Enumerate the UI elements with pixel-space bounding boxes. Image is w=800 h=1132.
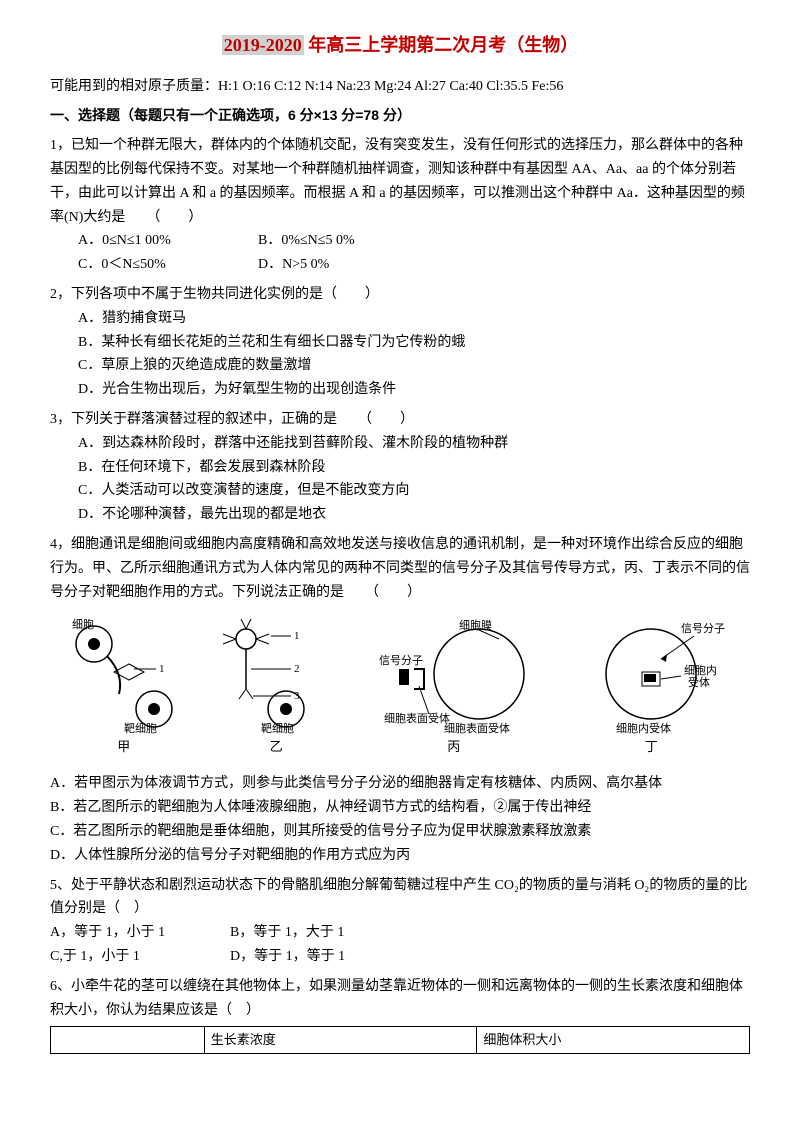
svg-text:1: 1 <box>159 663 165 675</box>
q6-th-3: 细胞体积大小 <box>477 1027 750 1054</box>
q5-option-c: C,于 1，小于 1 <box>50 945 230 969</box>
figure-bing: 信号分子 细胞表面受体 细胞膜 细胞表面受体 丙 <box>369 614 539 758</box>
fig-bing-membrane-label: 细胞膜 <box>459 619 492 632</box>
q4-figure-row: 细胞 靶细胞 1 甲 靶细胞 <box>50 614 750 758</box>
q5-option-a: A，等于 1，小于 1 <box>50 921 230 945</box>
question-4-options: A．若甲图示为体液调节方式，则参与此类信号分子分泌的细胞器肯定有核糖体、内质网、… <box>50 772 750 867</box>
fig-yi-target-label: 靶细胞 <box>261 722 294 734</box>
fig-bing-surface-label-2: 细胞表面受体 <box>444 721 510 734</box>
q3-option-c: C．人类活动可以改变演替的速度，但是不能改变方向 <box>50 479 750 503</box>
q1-stem: 1，已知一个种群无限大，群体内的个体随机交配，没有突变发生，没有任何形式的选择压… <box>50 134 750 229</box>
figure-yi: 靶细胞 1 2 3 乙 <box>211 614 341 758</box>
fig-ding-inner-label-1: 细胞内 <box>684 663 717 677</box>
fig-bing-caption: 丙 <box>369 736 539 758</box>
title-year-highlight: 2019-2020 <box>222 35 304 55</box>
page-title: 2019-2020 年高三上学期第二次月考（生物） <box>50 30 750 61</box>
q3-option-b: B．在任何环境下，都会发展到森林阶段 <box>50 456 750 480</box>
fig-bing-surface-label: 细胞表面受体 <box>384 711 450 725</box>
question-2: 2，下列各项中不属于生物共同进化实例的是（ ） A．猎豹捕食斑马 B．某种长有细… <box>50 283 750 402</box>
q5-stem: 5、处于平静状态和剧烈运动状态下的骨骼肌细胞分解葡萄糖过程中产生 CO₂的物质的… <box>50 874 750 922</box>
q1-option-b: B．0%≤N≤5 0% <box>258 229 438 253</box>
q2-option-c: C．草原上狼的灭绝造成鹿的数量激增 <box>50 354 750 378</box>
question-4: 4，细胞通讯是细胞间或细胞内高度精确和高效地发送与接收信息的通讯机制，是一种对环… <box>50 533 750 604</box>
q3-option-d: D．不论哪种演替，最先出现的都是地衣 <box>50 503 750 527</box>
q2-stem: 2，下列各项中不属于生物共同进化实例的是（ ） <box>50 283 750 307</box>
question-6: 6、小牵牛花的茎可以缠绕在其他物体上，如果测量幼茎靠近物体的一侧和远离物体的一侧… <box>50 975 750 1055</box>
q5-option-d: D，等于 1，等于 1 <box>230 945 410 969</box>
fig-ding-inner-receptor: 细胞内受体 <box>616 721 671 734</box>
table-row: 生长素浓度 细胞体积大小 <box>51 1027 750 1054</box>
q4-option-d: D．人体性腺所分泌的信号分子对靶细胞的作用方式应为丙 <box>50 844 750 868</box>
q4-option-c: C．若乙图所示的靶细胞是垂体细胞，则其所接受的信号分子应为促甲状腺激素释放激素 <box>50 820 750 844</box>
fig-yi-caption: 乙 <box>211 736 341 758</box>
question-3: 3，下列关于群落演替过程的叙述中，正确的是 （ ） A．到达森林阶段时，群落中还… <box>50 408 750 527</box>
fig-ding-signal-label: 信号分子 <box>681 622 725 635</box>
figure-ding: 信号分子 细胞内 受体 细胞内受体 丁 <box>566 614 736 758</box>
fig-ding-caption: 丁 <box>566 736 736 758</box>
fig-jia-target-label: 靶细胞 <box>124 722 157 734</box>
question-1: 1，已知一个种群无限大，群体内的个体随机交配，没有突变发生，没有任何形式的选择压… <box>50 134 750 277</box>
q5-option-b: B，等于 1，大于 1 <box>230 921 410 945</box>
q2-option-a: A．猎豹捕食斑马 <box>50 307 750 331</box>
q6-table: 生长素浓度 细胞体积大小 <box>50 1026 750 1054</box>
q1-option-c: C．0＜N≤50% <box>78 253 258 277</box>
q1-option-d: D．N>5 0% <box>258 253 438 277</box>
fig-ding-inner-label-2: 受体 <box>688 675 710 689</box>
question-5: 5、处于平静状态和剧烈运动状态下的骨骼肌细胞分解葡萄糖过程中产生 CO₂的物质的… <box>50 874 750 969</box>
svg-text:1: 1 <box>294 630 300 642</box>
svg-text:2: 2 <box>294 663 300 675</box>
svg-text:3: 3 <box>294 690 300 702</box>
q4-option-b: B．若乙图所示的靶细胞为人体唾液腺细胞，从神经调节方式的结构看，②属于传出神经 <box>50 796 750 820</box>
atomic-masses: 可能用到的相对原子质量：H:1 O:16 C:12 N:14 Na:23 Mg:… <box>50 75 750 99</box>
q3-stem: 3，下列关于群落演替过程的叙述中，正确的是 （ ） <box>50 408 750 432</box>
fig-bing-signal-label: 信号分子 <box>379 654 423 667</box>
q1-option-a: A．0≤N≤1 00% <box>78 229 258 253</box>
q3-option-a: A．到达森林阶段时，群落中还能找到苔藓阶段、灌木阶段的植物种群 <box>50 432 750 456</box>
section-1-heading: 一、选择题（每题只有一个正确选项，6 分×13 分=78 分） <box>50 104 750 128</box>
q2-option-d: D．光合生物出现后，为好氧型生物的出现创造条件 <box>50 378 750 402</box>
q6-th-2: 生长素浓度 <box>204 1027 477 1054</box>
figure-jia: 细胞 靶细胞 1 甲 <box>64 614 184 758</box>
q4-stem: 4，细胞通讯是细胞间或细胞内高度精确和高效地发送与接收信息的通讯机制，是一种对环… <box>50 533 750 604</box>
q6-th-1 <box>51 1027 205 1054</box>
fig-jia-caption: 甲 <box>64 736 184 758</box>
q4-option-a: A．若甲图示为体液调节方式，则参与此类信号分子分泌的细胞器肯定有核糖体、内质网、… <box>50 772 750 796</box>
q2-option-b: B．某种长有细长花矩的兰花和生有细长口器专门为它传粉的蛾 <box>50 331 750 355</box>
title-rest: 年高三上学期第二次月考（生物） <box>304 35 579 55</box>
q6-stem: 6、小牵牛花的茎可以缠绕在其他物体上，如果测量幼茎靠近物体的一侧和远离物体的一侧… <box>50 975 750 1023</box>
